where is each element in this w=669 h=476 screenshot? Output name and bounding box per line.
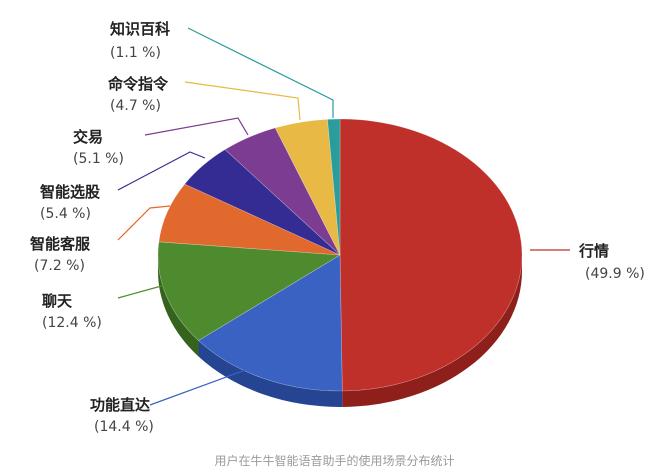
slice-labels: 行情 (49.9 %) 功能直达 (14.4 %) 聊天 (12.4 %) 智能客服 (7.2… [30, 20, 645, 435]
pie-3d-sides [158, 255, 522, 407]
slice-side-2 [158, 255, 199, 357]
slice-side-1 [198, 340, 343, 407]
slice-1 [198, 254, 343, 392]
slice-4 [184, 149, 341, 256]
leader-line-2 [117, 281, 186, 299]
slice-pct-label-7: (1.1 %) [110, 45, 161, 61]
leader-line-6 [184, 81, 301, 121]
pie-slices [157, 118, 523, 392]
slice-pct-label-1: (14.4 %) [94, 419, 154, 435]
slice-pct-label-6: (4.7 %) [110, 98, 161, 114]
slice-7 [327, 118, 341, 256]
slice-label-5: 交易 [73, 128, 103, 146]
leader-line-1 [149, 361, 266, 406]
slice-3 [158, 183, 341, 256]
chart-caption: 用户在牛牛智能语音助手的使用场景分布统计 [214, 454, 455, 468]
slice-5 [224, 127, 341, 256]
slice-2 [157, 241, 341, 341]
leader-line-3 [117, 205, 171, 241]
slice-label-3: 智能客服 [30, 235, 91, 253]
slice-pct-label-0: (49.9 %) [585, 266, 645, 282]
leader-line-5 [144, 117, 249, 136]
slice-label-1: 功能直达 [90, 396, 150, 414]
slice-label-7: 知识百科 [110, 20, 170, 38]
slice-pct-label-5: (5.1 %) [73, 151, 124, 167]
slice-label-2: 聊天 [42, 292, 73, 310]
slice-pct-label-4: (5.4 %) [40, 206, 91, 222]
leader-line-4 [117, 151, 206, 191]
slice-label-0: 行情 [578, 242, 609, 260]
slice-side-0 [342, 255, 522, 407]
slice-pct-label-3: (7.2 %) [34, 258, 85, 274]
slice-6 [274, 119, 341, 256]
leader-lines [117, 27, 570, 406]
leader-line-7 [187, 27, 334, 118]
slice-pct-label-2: (12.4 %) [42, 315, 102, 331]
slice-0 [339, 118, 523, 392]
slice-label-4: 智能选股 [40, 183, 101, 201]
slice-label-6: 命令指令 [107, 75, 169, 93]
